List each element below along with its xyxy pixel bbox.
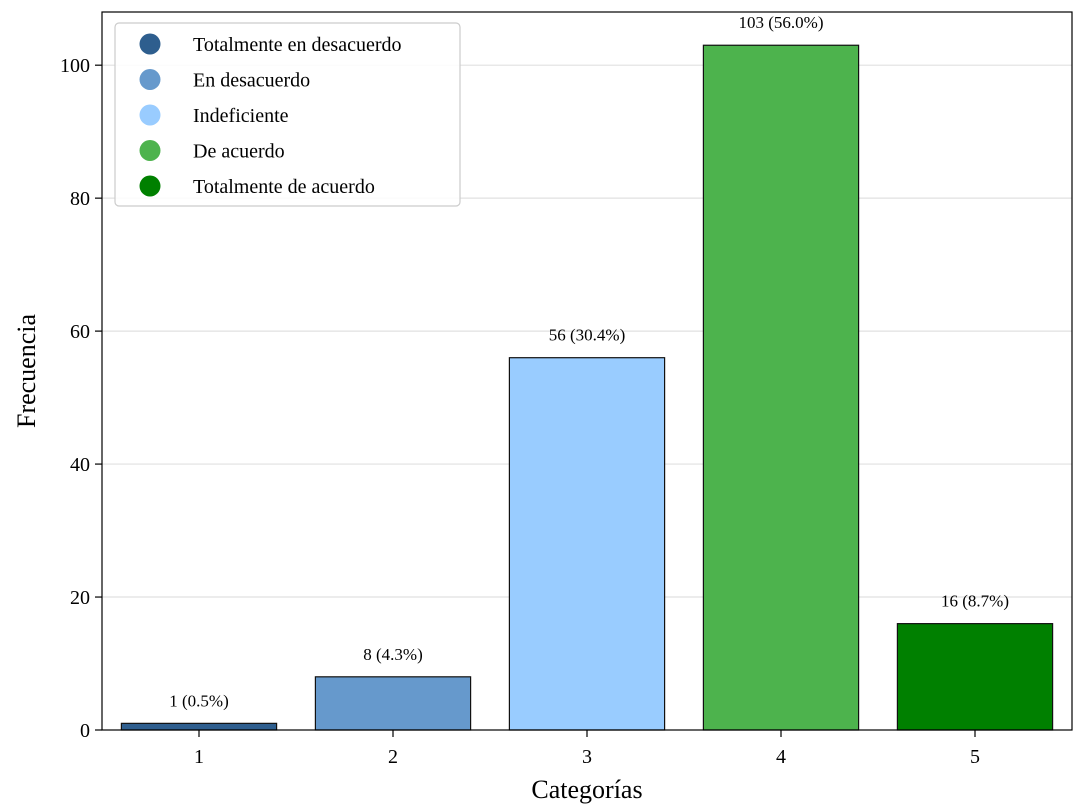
legend-marker: [139, 175, 161, 197]
x-axis-ticks: 1 2 3 4 5: [194, 730, 980, 768]
legend-label: En desacuerdo: [193, 70, 310, 92]
data-label-2: 8 (4.3%): [363, 645, 422, 664]
data-labels: 1 (0.5%) 8 (4.3%) 56 (30.4%) 103 (56.0%) 16 …: [169, 13, 1009, 710]
x-axis-label: Categorías: [531, 775, 642, 804]
bars: [120, 44, 1054, 731]
legend-box: [114, 22, 461, 207]
y-tick-label: 100: [60, 55, 90, 77]
x-tick-label: 2: [388, 746, 398, 768]
bar-3: [508, 357, 666, 731]
legend-label: Totalmente de acuerdo: [193, 176, 375, 198]
y-tick-label: 20: [70, 587, 90, 609]
bar-1: [120, 722, 278, 731]
data-label-4: 103 (56.0%): [739, 13, 824, 32]
legend: Totalmente en desacuerdo En desacuerdo Ind…: [114, 22, 461, 207]
bar-5: [896, 623, 1054, 731]
data-label-5: 16 (8.7%): [941, 592, 1009, 611]
legend-label: Totalmente en desacuerdo: [193, 34, 402, 56]
y-tick-label: 80: [70, 188, 90, 210]
legend-marker: [139, 69, 161, 90]
legend-label: De acuerdo: [193, 141, 285, 163]
y-tick-label: 0: [80, 720, 90, 742]
x-tick-label: 3: [582, 746, 592, 768]
y-tick-label: 60: [70, 321, 90, 343]
legend-marker: [139, 33, 161, 55]
x-tick-label: 5: [970, 746, 980, 768]
y-axis-label: Frecuencia: [12, 314, 41, 429]
y-tick-label: 40: [70, 454, 90, 476]
bar-4: [702, 44, 860, 731]
x-tick-label: 1: [194, 746, 204, 768]
data-label-1: 1 (0.5%): [169, 691, 228, 710]
x-tick-label: 4: [776, 746, 786, 768]
legend-marker: [139, 140, 161, 161]
data-label-3: 56 (30.4%): [549, 326, 625, 345]
bar-2: [314, 676, 472, 731]
legend-marker: [139, 104, 161, 126]
y-axis-ticks: 0 20 40 60 80 100: [60, 55, 102, 742]
legend-label: Indeficiente: [193, 105, 289, 127]
